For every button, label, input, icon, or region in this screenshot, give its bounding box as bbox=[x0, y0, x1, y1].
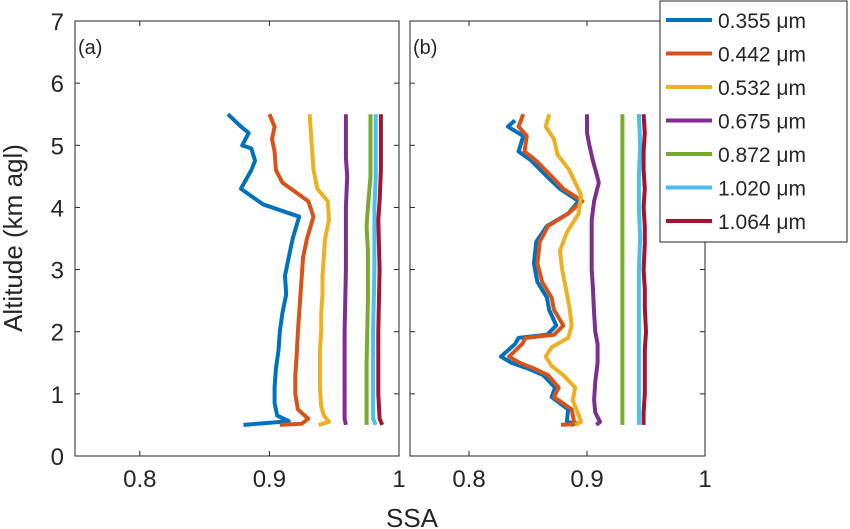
y-tick-label: 6 bbox=[51, 71, 64, 98]
labels-layer: 0.8 0.9 1 0 1 2 3 4 5 6 7 (a) 0.8 0.9 1 (b) SSA Altitude … bbox=[0, 9, 712, 529]
legend: 0.355 μm 0.442 μm 0.532 μm 0.675 μm 0.872 μm… bbox=[659, 0, 848, 243]
panel-1-frame bbox=[74, 20, 400, 457]
panel-2-series-4-line bbox=[585, 114, 602, 427]
panel-1-series-2-line bbox=[267, 113, 316, 427]
panel-2-series-6-line bbox=[636, 114, 643, 425]
panel-1-series-4-line bbox=[342, 114, 350, 426]
x-tick-label: 1 bbox=[392, 466, 405, 493]
legend-entry-label: 1.020 μm bbox=[718, 178, 806, 201]
panel-1-label: (a) bbox=[78, 37, 102, 59]
axes-layer bbox=[74, 20, 706, 457]
legend-entry-label: 0.442 μm bbox=[718, 44, 806, 67]
y-tick-label: 7 bbox=[51, 9, 64, 36]
legend-entry-label: 0.872 μm bbox=[718, 144, 806, 167]
series-layer bbox=[226, 112, 648, 427]
legend-entry-label: 0.675 μm bbox=[718, 111, 806, 134]
panel-2-series-3-line bbox=[543, 113, 584, 427]
y-tick-label: 5 bbox=[51, 133, 64, 160]
panel-1-series-6-line bbox=[371, 114, 378, 426]
y-tick-label: 3 bbox=[51, 258, 64, 285]
panel-1-series-1-line bbox=[226, 112, 302, 427]
y-tick-label: 1 bbox=[51, 382, 64, 409]
legend-entry-label: 1.064 μm bbox=[718, 211, 806, 234]
panel-2-series-7-line bbox=[641, 114, 648, 425]
y-axis-label: Altitude (km agl) bbox=[0, 144, 28, 332]
panel-1-series-3-line bbox=[307, 114, 331, 427]
legend-entry-label: 0.355 μm bbox=[718, 10, 806, 33]
y-tick-label: 4 bbox=[51, 195, 64, 222]
panel-2-series-2-line bbox=[507, 113, 585, 427]
x-tick-label: 0.8 bbox=[123, 466, 156, 493]
x-tick-label: 0.9 bbox=[253, 466, 286, 493]
x-tick-label: 1 bbox=[698, 466, 711, 493]
y-tick-label: 0 bbox=[51, 444, 64, 471]
x-tick-label: 0.8 bbox=[452, 466, 485, 493]
panel-2-label: (b) bbox=[413, 37, 437, 59]
legend-entry-label: 0.532 μm bbox=[718, 77, 806, 100]
panel-1-series-7-line bbox=[376, 114, 385, 426]
panel-2-series-1-line bbox=[498, 118, 581, 427]
x-tick-label: 0.9 bbox=[570, 466, 603, 493]
x-axis-label: SSA bbox=[386, 503, 439, 529]
panel-1-series-5-line bbox=[364, 114, 373, 425]
y-tick-label: 2 bbox=[51, 320, 64, 347]
